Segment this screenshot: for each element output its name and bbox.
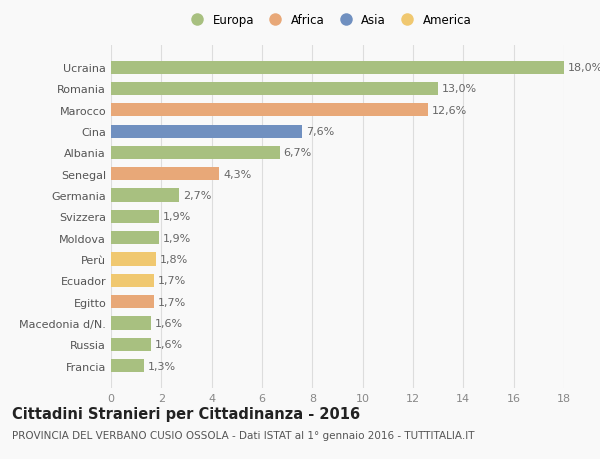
- Text: 1,6%: 1,6%: [155, 318, 183, 328]
- Bar: [111, 210, 159, 224]
- Bar: [111, 338, 151, 351]
- Text: 12,6%: 12,6%: [432, 106, 467, 116]
- Text: 1,7%: 1,7%: [158, 276, 186, 285]
- Bar: [111, 146, 280, 160]
- Bar: [111, 83, 438, 96]
- Bar: [111, 231, 159, 245]
- Text: 1,3%: 1,3%: [148, 361, 176, 371]
- Text: 6,7%: 6,7%: [283, 148, 311, 158]
- Text: 2,7%: 2,7%: [183, 190, 211, 201]
- Text: 1,8%: 1,8%: [160, 254, 188, 264]
- Text: 1,9%: 1,9%: [163, 212, 191, 222]
- Bar: [111, 125, 302, 139]
- Text: 18,0%: 18,0%: [568, 63, 600, 73]
- Bar: [111, 253, 156, 266]
- Bar: [111, 189, 179, 202]
- Bar: [111, 62, 564, 75]
- Legend: Europa, Africa, Asia, America: Europa, Africa, Asia, America: [185, 14, 471, 27]
- Bar: [111, 168, 219, 181]
- Bar: [111, 295, 154, 308]
- Text: 1,7%: 1,7%: [158, 297, 186, 307]
- Text: 1,6%: 1,6%: [155, 340, 183, 349]
- Text: 1,9%: 1,9%: [163, 233, 191, 243]
- Bar: [111, 274, 154, 287]
- Bar: [111, 359, 144, 372]
- Text: PROVINCIA DEL VERBANO CUSIO OSSOLA - Dati ISTAT al 1° gennaio 2016 - TUTTITALIA.: PROVINCIA DEL VERBANO CUSIO OSSOLA - Dat…: [12, 431, 475, 441]
- Bar: [111, 104, 428, 117]
- Text: Cittadini Stranieri per Cittadinanza - 2016: Cittadini Stranieri per Cittadinanza - 2…: [12, 406, 360, 421]
- Bar: [111, 317, 151, 330]
- Text: 13,0%: 13,0%: [442, 84, 477, 94]
- Text: 7,6%: 7,6%: [306, 127, 334, 137]
- Text: 4,3%: 4,3%: [223, 169, 251, 179]
